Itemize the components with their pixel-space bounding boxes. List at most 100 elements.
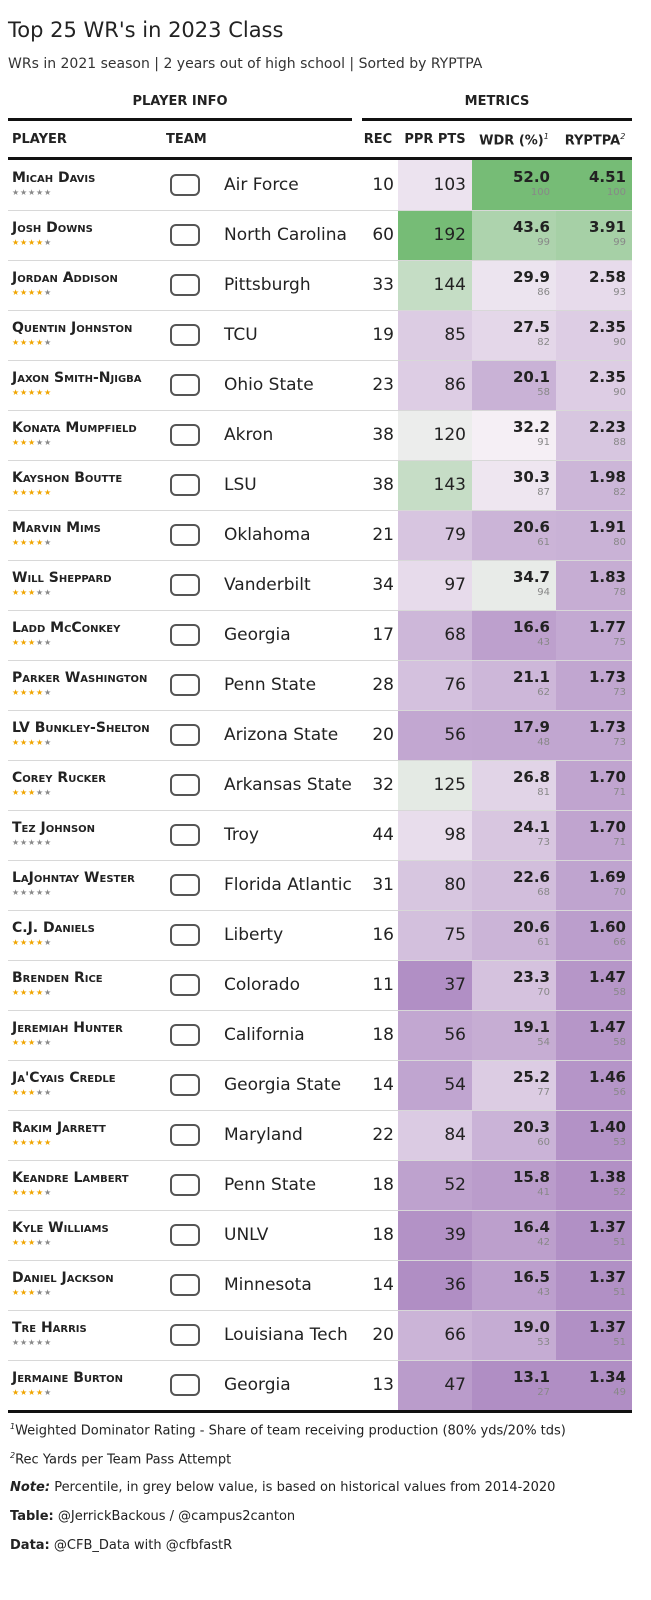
ppr-pts: 75 <box>444 925 466 945</box>
wdr: 19.1 <box>512 1018 550 1036</box>
team-logo <box>170 674 200 696</box>
wdr: 16.6 <box>512 618 550 636</box>
cell-bg <box>398 460 472 510</box>
cell-bg <box>472 810 556 860</box>
player-name: Rakim Jarrett <box>12 1120 106 1136</box>
cell-bg <box>556 1060 632 1110</box>
cell-bg <box>398 660 472 710</box>
star: ★ <box>44 788 52 797</box>
ryptpa: 1.40 <box>588 1118 626 1136</box>
rec: 21 <box>372 525 394 545</box>
cell-bg <box>556 660 632 710</box>
ryptpa: 1.47 <box>588 968 626 986</box>
star: ★ <box>20 438 28 447</box>
ryptpa: 3.91 <box>588 218 626 236</box>
cell-bg <box>472 210 556 260</box>
star: ★ <box>12 938 20 947</box>
star: ★ <box>20 538 28 547</box>
team-name: Air Force <box>224 175 299 195</box>
team-name: North Carolina <box>224 225 347 245</box>
star: ★ <box>20 1088 28 1097</box>
note-label: Table: <box>10 1509 54 1524</box>
wdr: 16.5 <box>512 1268 550 1286</box>
star: ★ <box>20 888 28 897</box>
player-name: LV Bunkley-Shelton <box>12 720 150 736</box>
wdr: 22.6 <box>512 868 550 886</box>
player-name: C.J. Daniels <box>12 920 95 936</box>
ryptpa-pct: 80 <box>613 537 626 548</box>
team-name: LSU <box>224 475 257 495</box>
star: ★ <box>28 1138 36 1147</box>
ryptpa: 1.46 <box>588 1068 626 1086</box>
ryptpa-pct: 90 <box>613 337 626 348</box>
cell-bg <box>398 560 472 610</box>
star: ★ <box>36 438 44 447</box>
star: ★ <box>28 638 36 647</box>
cell-bg <box>472 910 556 960</box>
wdr: 32.2 <box>512 418 550 436</box>
column-header: REC <box>363 132 393 147</box>
ppr-pts: 120 <box>433 425 466 445</box>
star: ★ <box>44 488 52 497</box>
star: ★ <box>36 988 44 997</box>
cell-bg <box>556 560 632 610</box>
team-name: Troy <box>224 825 259 845</box>
team-logo <box>170 574 200 596</box>
star: ★ <box>36 1288 44 1297</box>
player-name: Konata Mumpfield <box>12 420 137 436</box>
star: ★ <box>20 1388 28 1397</box>
star: ★ <box>20 1138 28 1147</box>
cell-bg <box>556 610 632 660</box>
star: ★ <box>44 538 52 547</box>
group-header: PLAYER INFO <box>132 94 228 109</box>
cell-bg <box>556 810 632 860</box>
star: ★ <box>36 1138 44 1147</box>
star: ★ <box>20 738 28 747</box>
note-label: Note: <box>10 1480 51 1495</box>
rule <box>8 1160 632 1161</box>
wdr-pct: 41 <box>537 1187 550 1198</box>
star: ★ <box>28 1088 36 1097</box>
ppr-pts: 84 <box>444 1125 466 1145</box>
star: ★ <box>36 1338 44 1347</box>
ppr-pts: 76 <box>444 675 466 695</box>
cell-bg <box>398 1060 472 1110</box>
ppr-pts: 56 <box>444 725 466 745</box>
team-logo <box>170 1374 200 1396</box>
star: ★ <box>12 1388 20 1397</box>
title: Top 25 WR's in 2023 Class <box>8 18 284 42</box>
star: ★ <box>20 338 28 347</box>
star: ★ <box>20 988 28 997</box>
rule <box>8 157 632 160</box>
cell-bg <box>398 810 472 860</box>
star: ★ <box>20 638 28 647</box>
star: ★ <box>36 288 44 297</box>
team-logo <box>170 824 200 846</box>
ryptpa-pct: 73 <box>613 687 626 698</box>
cell-bg <box>472 460 556 510</box>
ryptpa-pct: 56 <box>613 1087 626 1098</box>
rec: 14 <box>372 1275 394 1295</box>
ryptpa: 1.38 <box>588 1168 626 1186</box>
ppr-pts: 125 <box>433 775 466 795</box>
ryptpa-pct: 51 <box>613 1237 626 1248</box>
star: ★ <box>28 188 36 197</box>
player-name: Kayshon Boutte <box>12 470 123 486</box>
cell-bg <box>398 1010 472 1060</box>
rule <box>8 260 632 261</box>
star: ★ <box>44 838 52 847</box>
cell-bg <box>472 1060 556 1110</box>
cell-bg <box>556 1110 632 1160</box>
wdr-pct: 91 <box>537 437 550 448</box>
star: ★ <box>28 988 36 997</box>
rule <box>8 510 632 511</box>
wdr: 43.6 <box>512 218 550 236</box>
star: ★ <box>12 538 20 547</box>
rec: 60 <box>372 225 394 245</box>
ryptpa-pct: 78 <box>613 587 626 598</box>
player-name: LaJohntay Wester <box>12 870 135 886</box>
ryptpa-pct: 73 <box>613 737 626 748</box>
ryptpa-pct: 70 <box>613 887 626 898</box>
star: ★ <box>28 488 36 497</box>
